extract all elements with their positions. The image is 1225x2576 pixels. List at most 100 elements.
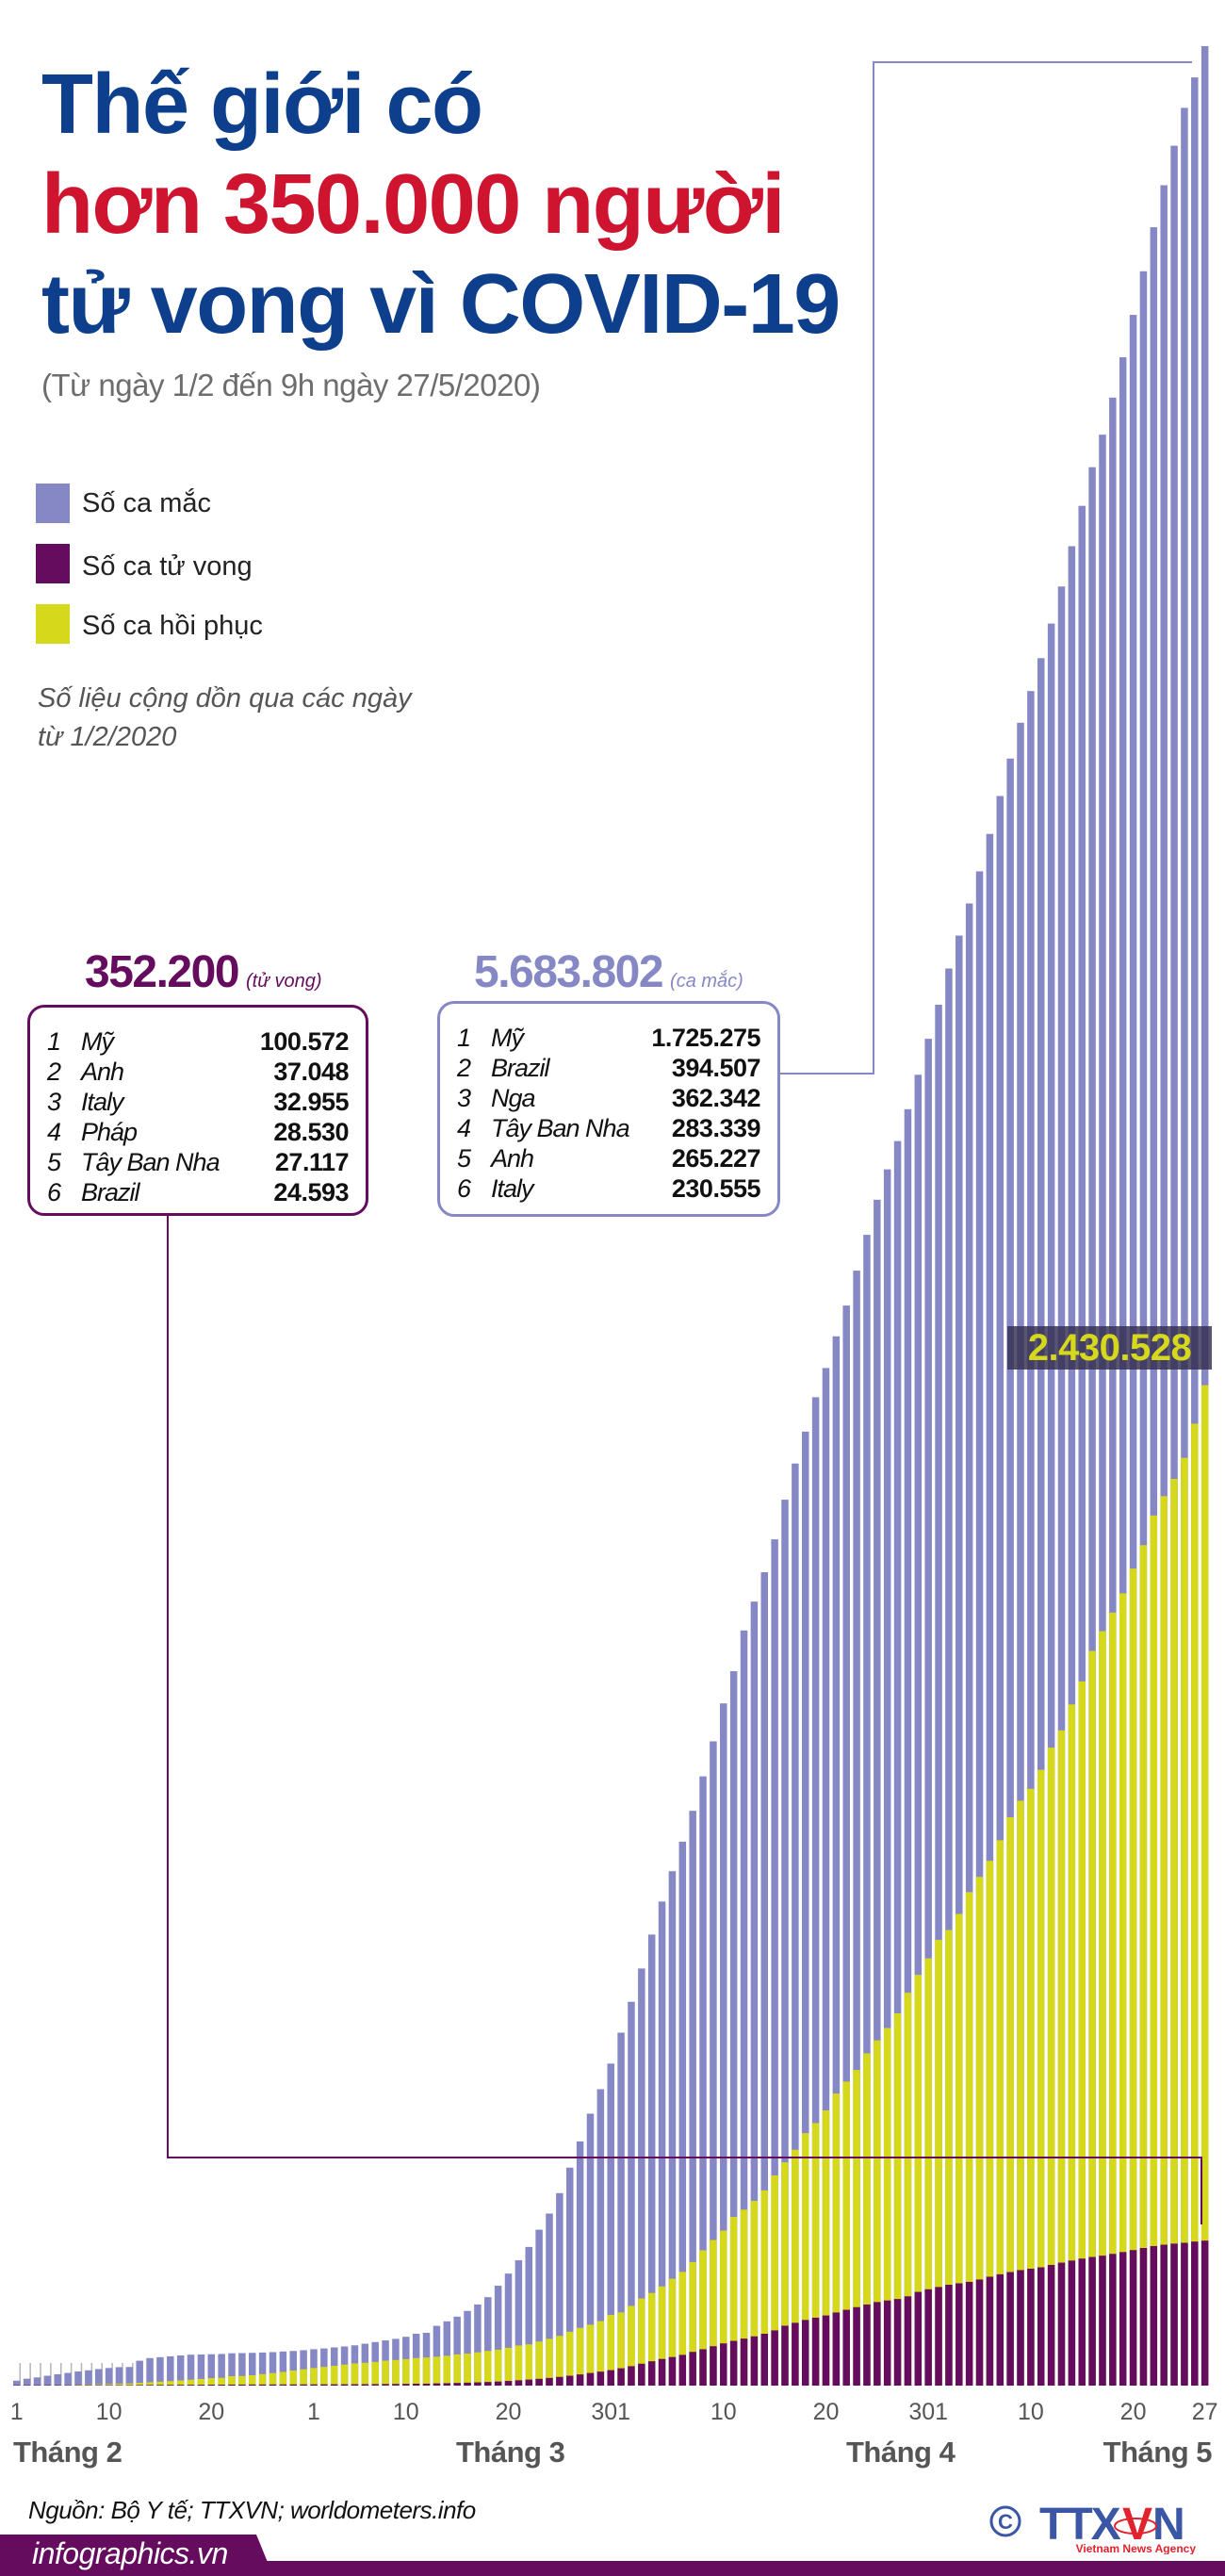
bar-deaths (596, 2371, 605, 2386)
bar-recovered (525, 2344, 532, 2386)
bar-deaths (546, 2377, 553, 2386)
site-name[interactable]: infographics.vn (32, 2536, 228, 2570)
value: 32.955 (273, 1087, 349, 1116)
table-row: 5 Anh 265.227 (457, 1143, 761, 1173)
rank: 1 (457, 1023, 472, 1052)
bar-recovered (218, 2377, 225, 2386)
bar-deaths (945, 2285, 953, 2386)
copyright-icon (989, 2505, 1021, 2537)
bar-deaths (956, 2283, 963, 2386)
legend-swatch-deaths (36, 544, 70, 583)
x-tick-label: 20 (495, 2399, 522, 2425)
country: Pháp (81, 1117, 138, 1146)
bar-deaths (647, 2361, 656, 2386)
bar-deaths (269, 2384, 277, 2386)
bar-recovered (300, 2369, 307, 2386)
bar-cases (64, 2372, 72, 2386)
country: Tây Ban Nha (491, 1113, 630, 1142)
bar-deaths (74, 2385, 82, 2386)
bar-deaths (310, 2384, 318, 2386)
bar-deaths (351, 2384, 359, 2386)
bar-cases (176, 2354, 185, 2386)
bar-deaths (402, 2384, 410, 2386)
bar-cases (453, 2316, 461, 2386)
bar-deaths (1200, 2240, 1209, 2386)
bar-deaths (565, 2375, 574, 2386)
month-label-apr: Tháng 4 (846, 2436, 956, 2469)
bar-recovered (729, 2217, 738, 2386)
bar-recovered (658, 2286, 666, 2386)
bar-deaths (668, 2356, 677, 2386)
bar-deaths (924, 2289, 932, 2386)
bar-cases (74, 2371, 82, 2386)
bar-deaths (822, 2315, 830, 2386)
bar-deaths (464, 2382, 471, 2386)
note-line-1: Số liệu cộng dồn qua các ngày (38, 683, 412, 714)
bar-deaths (1068, 2260, 1076, 2386)
bar-deaths (1088, 2256, 1096, 2386)
table-row: 4 Tây Ban Nha 283.339 (457, 1113, 761, 1143)
table-row: 2 Brazil 394.507 (457, 1053, 761, 1083)
bar-deaths (760, 2333, 769, 2386)
bar-deaths (874, 2302, 881, 2386)
country: Mỹ (491, 1023, 524, 1052)
bar-deaths (136, 2385, 143, 2386)
bar-deaths (975, 2279, 984, 2386)
bar-recovered (197, 2378, 205, 2386)
bar-deaths (1160, 2244, 1168, 2386)
rank: 2 (47, 1057, 62, 1086)
bar-cases (94, 2369, 103, 2386)
bar-deaths (279, 2384, 287, 2386)
bar-recovered (720, 2230, 727, 2386)
bar-recovered (576, 2327, 584, 2386)
bar-deaths (853, 2306, 860, 2386)
bar-recovered (392, 2359, 400, 2386)
bar-deaths (146, 2385, 154, 2386)
table-row: 1 Mỹ 100.572 (47, 1026, 350, 1057)
x-tick-label: 27 (1191, 2399, 1218, 2425)
bar-recovered (453, 2354, 461, 2386)
bar-deaths (720, 2343, 727, 2386)
bar-recovered (832, 2093, 841, 2386)
table-row: 6 Brazil 24.593 (47, 1177, 349, 1207)
subtitle: (Từ ngày 1/2 đến 9h ngày 27/5/2020) (41, 368, 541, 402)
bar-cases (535, 2229, 543, 2386)
bar-recovered (136, 2383, 143, 2386)
bar-deaths (433, 2383, 441, 2386)
bar-recovered (443, 2355, 451, 2386)
bar-cases (13, 2380, 21, 2386)
country: Nga (491, 1083, 536, 1112)
bar-deaths (658, 2358, 666, 2386)
bar-deaths (771, 2330, 778, 2386)
bar-deaths (914, 2291, 923, 2386)
bar-cases (1200, 46, 1209, 2386)
bar-deaths (156, 2385, 164, 2386)
bar-recovered (85, 2384, 92, 2386)
bar-recovered (699, 2250, 707, 2386)
bar-deaths (1109, 2254, 1117, 2386)
cases-total-unit: (ca mắc) (670, 971, 743, 992)
x-tick-label: 1 (307, 2399, 320, 2425)
rank: 5 (47, 1147, 62, 1176)
bar-recovered (310, 2368, 318, 2386)
bar-deaths (43, 2385, 52, 2386)
bar-deaths (218, 2385, 225, 2386)
bar-deaths (699, 2349, 707, 2386)
bar-cases (576, 2141, 584, 2386)
x-tick-label: 301 (591, 2399, 631, 2425)
bar-cases (146, 2357, 154, 2386)
bar-recovered (771, 2174, 778, 2386)
bar-cases (23, 2378, 31, 2386)
bar-cases (238, 2353, 246, 2386)
country: Brazil (81, 1177, 140, 1206)
bar-deaths (689, 2352, 696, 2386)
bar-cases (33, 2377, 41, 2386)
bar-deaths (371, 2384, 379, 2386)
bar-deaths (504, 2381, 513, 2386)
bar-deaths (1170, 2243, 1178, 2386)
value: 394.507 (671, 1053, 761, 1082)
bar-cases (125, 2367, 134, 2386)
bar-recovered (853, 2070, 860, 2386)
svg-text:TTX: TTX (1039, 2500, 1121, 2550)
rank: 4 (47, 1117, 62, 1146)
